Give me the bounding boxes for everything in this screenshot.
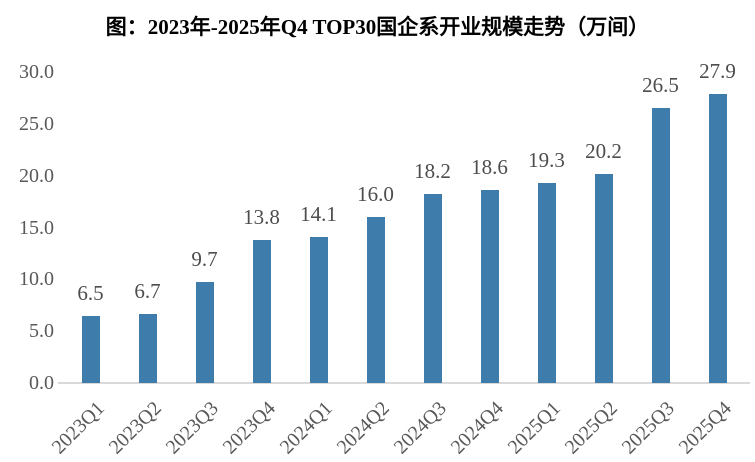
x-axis-label: 2025Q4 [674,397,736,459]
x-axis-label: 2025Q3 [617,397,679,459]
bar-2025Q1 [537,182,556,383]
y-axis-tick-label: 5.0 [29,320,54,343]
bar-value-label: 6.5 [77,280,104,305]
bar-2023Q2 [138,313,157,383]
bar-value-label: 13.8 [243,204,280,229]
bar-value-label: 14.1 [300,201,337,226]
bar-value-label: 27.9 [699,58,736,83]
bar-value-label: 9.7 [191,247,218,272]
x-axis-label: 2025Q1 [503,397,565,459]
bar-2025Q2 [594,173,613,383]
x-axis-label: 2024Q2 [332,397,394,459]
bar-value-label: 20.2 [585,138,622,163]
bar-value-label: 6.7 [134,278,161,303]
x-axis-label: 2023Q4 [218,397,280,459]
bar-2024Q2 [366,217,385,383]
bar-2024Q4 [480,190,499,383]
bar-2024Q3 [423,194,442,383]
bar-2023Q1 [81,315,100,383]
bar-value-label: 19.3 [528,147,565,172]
y-axis-tick-label: 20.0 [19,164,54,187]
x-axis-line [58,382,750,384]
x-axis-label: 2023Q3 [161,397,223,459]
x-axis-label: 2024Q1 [275,397,337,459]
y-axis-tick-label: 0.0 [29,372,54,394]
x-axis-label: 2023Q1 [47,397,109,459]
y-axis-tick-label: 10.0 [19,268,54,291]
bar-value-label: 18.2 [414,159,451,184]
y-axis-tick-label: 30.0 [19,61,54,83]
x-axis-label: 2024Q4 [446,397,508,459]
bar-value-label: 26.5 [642,73,679,98]
bar-2025Q3 [651,108,670,383]
bar-2024Q1 [309,236,328,383]
x-axis-label: 2024Q3 [389,397,451,459]
y-axis-tick-label: 15.0 [19,216,54,239]
bar-value-label: 18.6 [471,155,508,180]
bar-2023Q4 [252,239,271,383]
bar-2025Q4 [708,93,727,383]
chart-title: 图：2023年-2025年Q4 TOP30国企系开业规模走势（万间） [105,15,650,39]
x-axis-label: 2025Q2 [560,397,622,459]
bar-2023Q3 [195,282,214,383]
bar-value-label: 16.0 [357,182,394,207]
y-axis-tick-label: 25.0 [19,112,54,135]
x-axis-label: 2023Q2 [104,397,166,459]
